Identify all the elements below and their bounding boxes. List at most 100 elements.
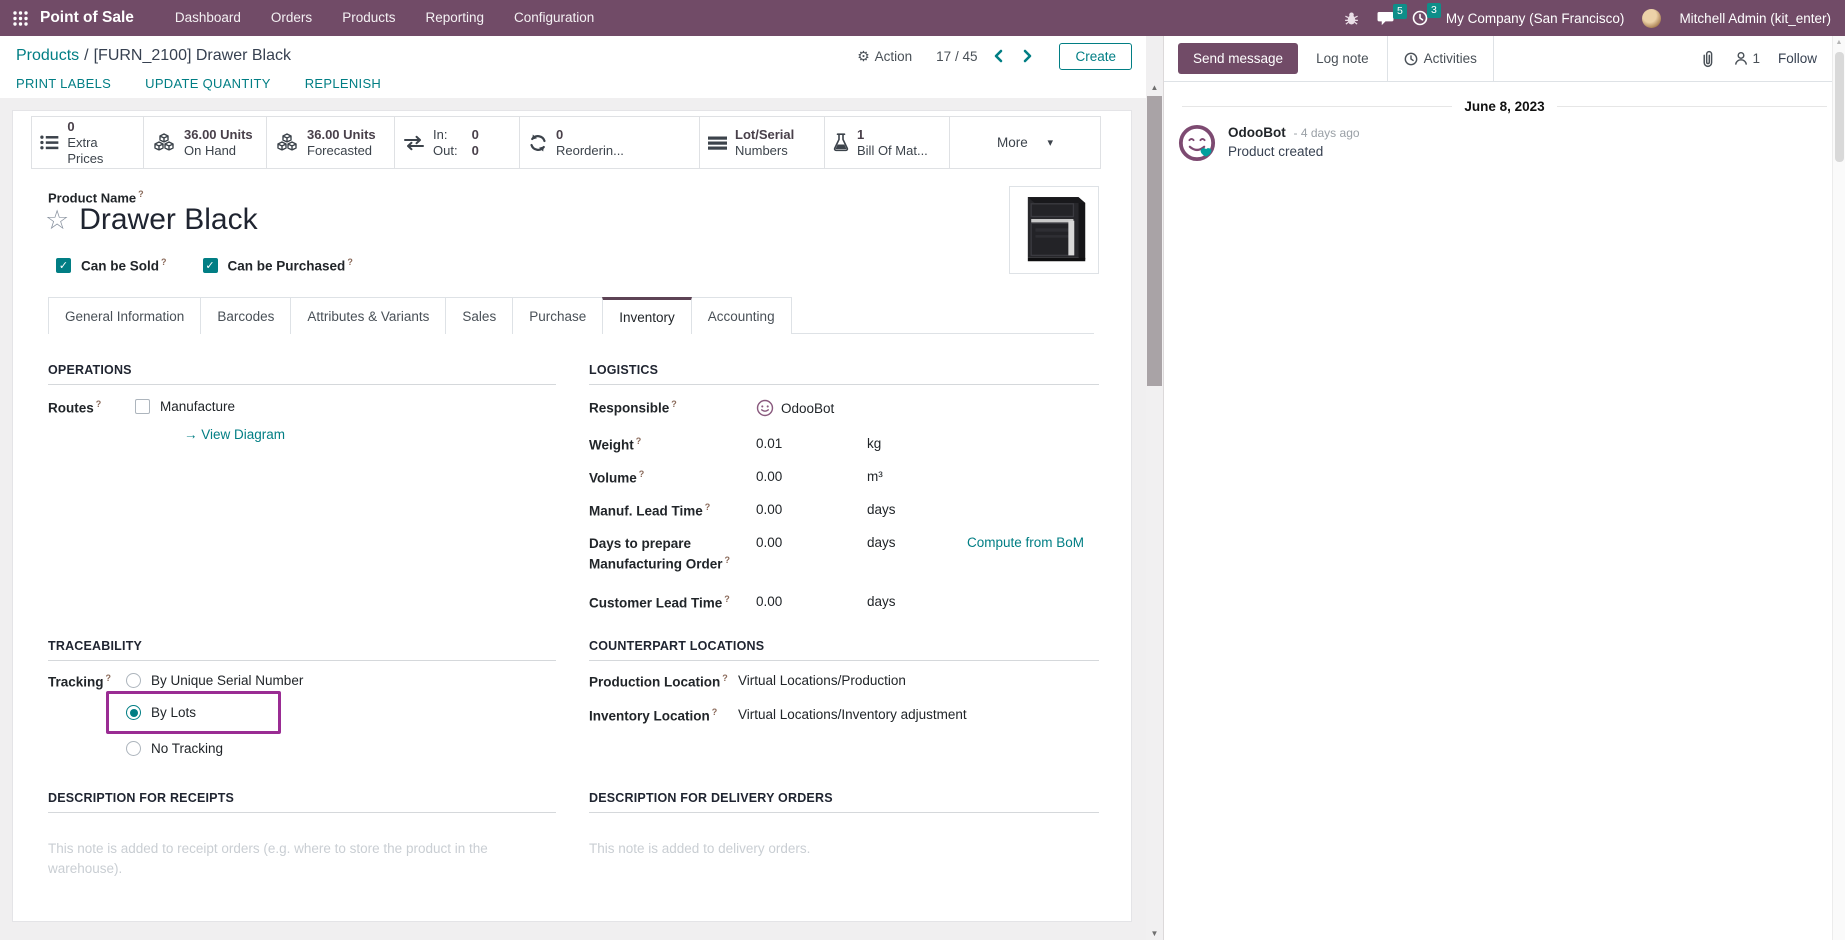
nav-item-orders[interactable]: Orders [270, 10, 313, 25]
stat-button-box: 0 Extra Prices 36.00 Units On Hand [31, 116, 1101, 169]
help-marker: ? [138, 189, 144, 199]
tab-inventory[interactable]: Inventory [602, 297, 692, 335]
cubes-icon [154, 132, 174, 151]
update-quantity-button[interactable]: UPDATE QUANTITY [145, 76, 271, 91]
nav-item-configuration[interactable]: Configuration [514, 10, 595, 25]
apps-menu-icon[interactable] [0, 10, 40, 26]
chatter-scrollbar-thumb[interactable] [1835, 52, 1844, 162]
tab-accounting[interactable]: Accounting [690, 297, 792, 334]
activities-clock-icon[interactable]: 3 [1412, 3, 1441, 26]
follow-button[interactable]: Follow [1777, 51, 1817, 66]
tab-attributes-variants[interactable]: Attributes & Variants [290, 297, 447, 334]
stat-in-out[interactable]: In: 0 Out: 0 [395, 117, 520, 168]
cubes-icon [277, 132, 297, 151]
logistics-section: LOGISTICS [589, 363, 1099, 385]
chatter-scroll-up-arrow[interactable]: ▲ [1835, 39, 1843, 46]
action-menu-button[interactable]: ⚙ Action [857, 47, 913, 64]
bars-icon [708, 136, 727, 150]
attachment-paperclip-icon[interactable] [1699, 50, 1716, 68]
manufacture-checkbox[interactable] [135, 399, 150, 414]
follower-count: 1 [1752, 51, 1760, 66]
description-receipts-title: DESCRIPTION FOR RECEIPTS [48, 791, 556, 813]
stat-bill-of-materials[interactable]: 1 Bill Of Mat... [825, 117, 950, 168]
responsible-row: Responsible? OdooBot [589, 399, 892, 417]
chatter-panel: Send message Log note Activities [1163, 36, 1845, 940]
compute-from-bom-link[interactable]: Compute from BoM [967, 535, 1085, 550]
stat-forecasted[interactable]: 36.00 Units Forecasted [267, 117, 395, 168]
responsible-value[interactable]: OdooBot [756, 399, 892, 417]
message-timestamp: - 4 days ago [1293, 126, 1360, 140]
send-message-button[interactable]: Send message [1178, 43, 1299, 74]
print-labels-button[interactable]: PRINT LABELS [16, 76, 112, 91]
volume-row: Volume? 0.00 m³ [589, 469, 967, 486]
pager-next-button[interactable] [1022, 49, 1033, 63]
favorite-star-icon[interactable]: ☆ [45, 204, 70, 235]
date-divider: June 8, 2023 [1164, 99, 1845, 114]
flask-icon [833, 133, 849, 152]
stat-reordering[interactable]: 0 Reorderin... [520, 117, 700, 168]
form-sheet: 0 Extra Prices 36.00 Units On Hand [12, 110, 1132, 922]
scroll-down-arrow[interactable]: ▼ [1150, 928, 1159, 938]
odoobot-avatar [1178, 124, 1216, 162]
chatter-scrollbar[interactable]: ▲ [1832, 36, 1845, 940]
nav-item-reporting[interactable]: Reporting [425, 10, 485, 25]
stat-on-hand[interactable]: 36.00 Units On Hand [144, 117, 267, 168]
tracking-none-label: No Tracking [151, 741, 224, 756]
can-be-purchased-label: Can be Purchased? [227, 257, 353, 274]
tracking-row-lots: By Lots [126, 705, 634, 720]
customer-lead-time-unit: days [867, 594, 896, 609]
tab-general-information[interactable]: General Information [48, 297, 202, 334]
notebook-tabs: General Information Barcodes Attributes … [48, 297, 1094, 335]
tab-sales[interactable]: Sales [445, 297, 514, 334]
volume-value: 0.00 [756, 469, 783, 484]
can-be-sold-checkbox[interactable]: ✓ [56, 257, 71, 273]
customer-lead-time-row: Customer Lead Time? 0.00 days [589, 594, 967, 611]
tracking-radio-lots[interactable] [126, 705, 141, 720]
user-menu[interactable]: Mitchell Admin (kit_enter) [1679, 10, 1831, 26]
messages-icon[interactable]: 5 [1377, 3, 1407, 26]
production-location-row: Production Location? Virtual Locations/P… [589, 673, 906, 690]
date-divider-text: June 8, 2023 [1464, 99, 1545, 114]
stat-more-dropdown[interactable]: More ▾ [996, 135, 1054, 150]
stat-extra-prices[interactable]: 0 Extra Prices [32, 117, 144, 168]
logistics-title: LOGISTICS [589, 363, 1099, 385]
pager-previous-button[interactable] [993, 49, 1004, 63]
header-action-buttons: PRINT LABELS UPDATE QUANTITY REPLENISH [16, 74, 381, 98]
message-body: Product created [1228, 144, 1324, 159]
app-name[interactable]: Point of Sale [40, 9, 134, 26]
can-be-purchased-checkbox[interactable]: ✓ [202, 257, 218, 273]
scroll-up-arrow[interactable]: ▲ [1150, 82, 1159, 92]
message-author[interactable]: OdooBot [1228, 125, 1286, 140]
description-delivery-section: DESCRIPTION FOR DELIVERY ORDERS This not… [589, 791, 1099, 859]
counterpart-title: COUNTERPART LOCATIONS [589, 639, 1099, 661]
operations-title: OPERATIONS [48, 363, 556, 385]
debug-bug-icon[interactable] [1344, 11, 1359, 26]
chatter-topbar: Send message Log note Activities [1164, 36, 1845, 82]
replenish-button[interactable]: REPLENISH [304, 76, 382, 91]
scrollbar-thumb[interactable] [1147, 96, 1162, 386]
nav-item-dashboard[interactable]: Dashboard [174, 10, 241, 25]
tracking-radio-none[interactable] [126, 741, 141, 756]
counterpart-section: COUNTERPART LOCATIONS [589, 639, 1099, 661]
followers-button[interactable]: 1 [1734, 51, 1760, 66]
user-avatar[interactable] [1642, 8, 1662, 28]
tab-barcodes[interactable]: Barcodes [200, 297, 292, 334]
log-note-button[interactable]: Log note [1316, 51, 1369, 66]
weight-unit: kg [867, 436, 882, 451]
tracking-radio-serial[interactable] [126, 673, 141, 688]
breadcrumb-parent-link[interactable]: Products [16, 47, 80, 64]
manuf-lead-time-value: 0.00 [756, 502, 783, 517]
operations-section: OPERATIONS [48, 363, 556, 385]
inventory-location-row: Inventory Location? Virtual Locations/In… [589, 707, 967, 724]
create-button[interactable]: Create [1059, 42, 1132, 70]
form-scrollbar[interactable]: ▲ ▼ [1146, 80, 1163, 940]
activities-button[interactable]: Activities [1386, 36, 1494, 81]
tab-purchase[interactable]: Purchase [512, 297, 604, 334]
company-switcher[interactable]: My Company (San Francisco) [1445, 10, 1625, 26]
product-image[interactable] [1009, 186, 1099, 274]
view-diagram-link[interactable]: → View Diagram [184, 427, 286, 442]
stat-lot-serial[interactable]: Lot/Serial Numbers [700, 117, 825, 168]
volume-unit: m³ [867, 469, 883, 484]
tracking-serial-label: By Unique Serial Number [151, 673, 304, 688]
nav-item-products[interactable]: Products [342, 10, 396, 25]
